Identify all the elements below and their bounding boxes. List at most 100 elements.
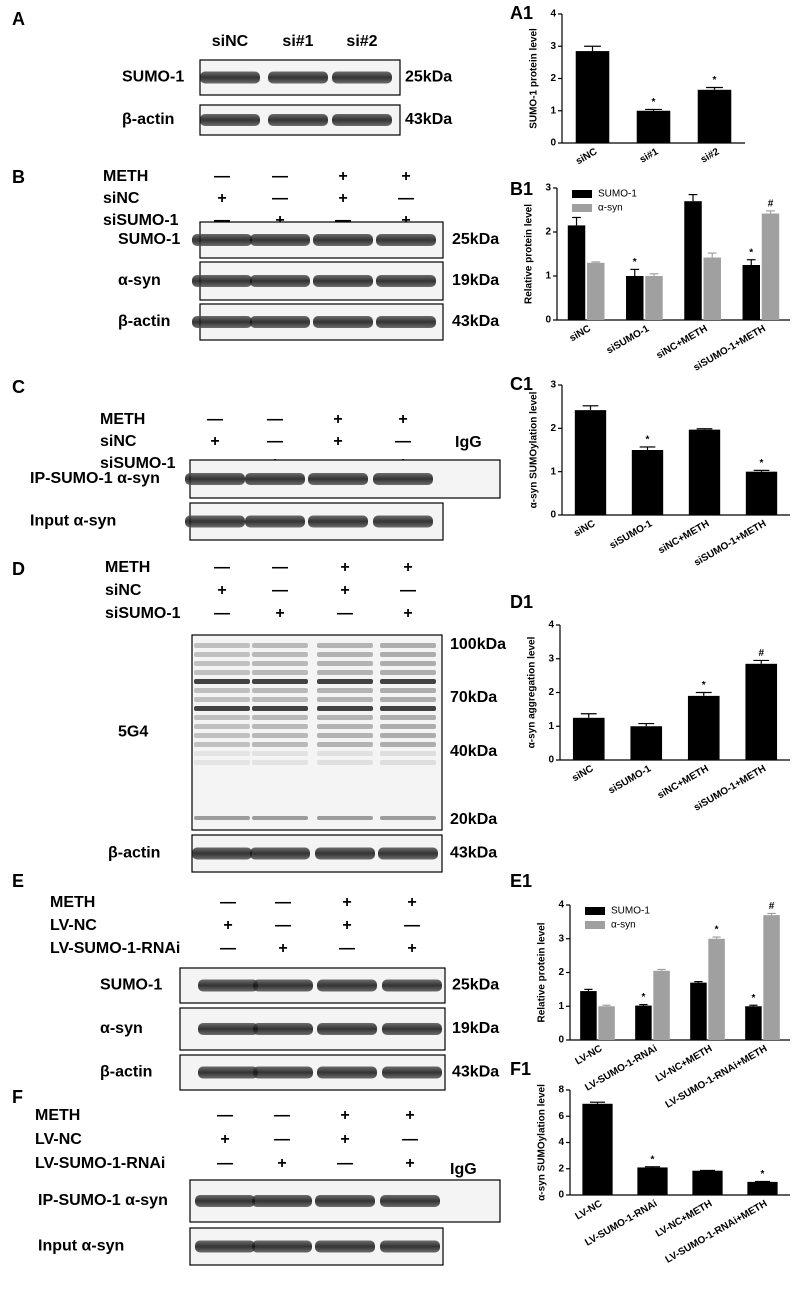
bar — [626, 276, 644, 320]
blot-smear — [194, 661, 250, 666]
x-tick-label: siNC — [568, 323, 593, 344]
y-tick-label: 2 — [558, 1163, 564, 1174]
error-bar — [630, 268, 640, 276]
blot-band — [252, 816, 308, 820]
panel-letter: B1 — [510, 179, 533, 199]
bar — [708, 938, 725, 1040]
blot-band — [192, 847, 252, 860]
x-tick-label: siNC+METH — [655, 323, 710, 361]
condition-sign: + — [401, 212, 410, 229]
condition-label: METH — [50, 894, 95, 911]
blot-band — [198, 1066, 258, 1079]
y-tick-label: 4 — [548, 620, 554, 631]
condition-sign: — — [220, 940, 236, 957]
x-tick-label: LV-NC — [573, 1043, 604, 1067]
blot-smear — [317, 697, 373, 702]
condition-sign: — — [272, 190, 288, 207]
bar — [703, 257, 721, 320]
blot-band — [308, 515, 368, 528]
blot-band — [313, 275, 373, 287]
blot-smear — [194, 652, 250, 657]
bar — [653, 970, 670, 1040]
bar — [684, 201, 702, 320]
legend-label: SUMO-1 — [598, 189, 637, 200]
y-axis-label: Relative protein level — [524, 204, 535, 304]
condition-sign: + — [278, 940, 287, 957]
chart: F1 α-syn SUMOylation level 0 2 4 6 8 LV-NC LV-SU… — [510, 1059, 790, 1266]
blot-smear — [252, 670, 308, 675]
condition-sign: — — [339, 940, 355, 957]
band-label: SUMO-1 — [100, 977, 162, 994]
blot-band — [376, 316, 436, 328]
blot-smear — [380, 697, 436, 702]
condition-sign: + — [223, 917, 232, 934]
error-bar — [696, 428, 713, 430]
blot-band — [313, 316, 373, 328]
y-tick-label: 0 — [550, 138, 556, 149]
condition-sign: — — [214, 605, 230, 622]
band-label: α-syn — [100, 1020, 143, 1037]
blot-band — [376, 234, 436, 246]
condition-sign: + — [340, 1131, 349, 1148]
blot-band — [250, 234, 310, 246]
blot-smear — [380, 733, 436, 738]
blot-smear — [252, 643, 308, 648]
legend-swatch — [572, 190, 592, 198]
condition-label: METH — [103, 168, 148, 185]
panel-letter: F1 — [510, 1059, 531, 1079]
blot-smear — [194, 688, 250, 693]
y-tick-label: 1 — [550, 466, 556, 477]
blot-smear — [380, 715, 436, 720]
y-tick-label: 4 — [558, 900, 564, 911]
condition-sign: — — [337, 605, 353, 622]
blot-band — [195, 1240, 255, 1253]
y-tick-label: 0 — [545, 315, 551, 326]
condition-sign: + — [333, 433, 342, 450]
blot-band — [252, 1240, 312, 1253]
blot-smear — [317, 760, 373, 765]
bar — [645, 276, 663, 320]
condition-sign: + — [405, 1155, 414, 1172]
bar — [580, 991, 597, 1040]
blot-smear — [252, 679, 308, 684]
blot-band — [200, 114, 260, 126]
x-tick-label: LV-SUMO-1-RNAi+METH — [664, 1043, 770, 1110]
y-tick-label: 3 — [558, 933, 564, 944]
blot-smear — [194, 760, 250, 765]
condition-sign: — — [398, 190, 414, 207]
condition-label: siSUMO-1 — [105, 605, 181, 622]
condition-sign: + — [220, 1131, 229, 1148]
condition-sign: — — [275, 894, 291, 911]
y-tick-label: 6 — [558, 1111, 564, 1122]
bar — [567, 225, 586, 320]
blot-smear — [252, 706, 308, 711]
blot-smear — [380, 688, 436, 693]
y-tick-label: 0 — [550, 510, 556, 521]
condition-sign: + — [403, 605, 412, 622]
bar — [761, 213, 780, 320]
blot-band — [380, 816, 436, 820]
band-size: 25kDa — [452, 977, 499, 994]
blot-smear — [194, 643, 250, 648]
blot-panel: E METH — — + + LV-NC + — + — LV-SUMO-1-RNAi — + — + SUMO… — [12, 871, 499, 1091]
blot-band — [315, 1195, 375, 1207]
y-axis-label: α-syn SUMOylation level — [529, 391, 540, 508]
condition-label: siNC — [103, 190, 140, 207]
condition-label: LV-NC — [35, 1131, 82, 1148]
blot-band — [382, 979, 442, 992]
band-label: 5G4 — [118, 724, 148, 741]
condition-sign: — — [272, 559, 288, 576]
condition-label: siSUMO-1 — [100, 455, 176, 472]
condition-sign: + — [342, 917, 351, 934]
error-bar — [767, 912, 776, 916]
condition-sign: — — [274, 1107, 290, 1124]
condition-sign: + — [217, 190, 226, 207]
chart: E1 Relative protein level 0 1 2 3 4 LV-NC LV-SUM… — [510, 871, 790, 1111]
condition-sign: + — [217, 582, 226, 599]
error-bar — [602, 1004, 611, 1007]
condition-sign: + — [407, 894, 416, 911]
blot-band — [376, 275, 436, 287]
blot-band — [200, 71, 260, 84]
band-label: β-actin — [100, 1064, 152, 1081]
error-bar — [766, 210, 775, 214]
